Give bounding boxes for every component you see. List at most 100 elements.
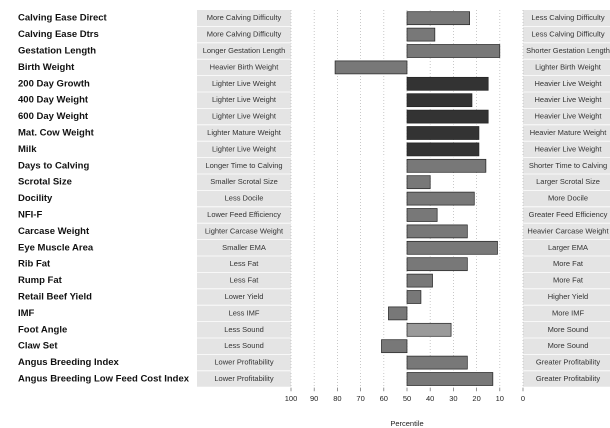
right-descriptor: Larger Scrotal Size: [536, 177, 600, 186]
left-descriptor: Lower Profitability: [214, 358, 273, 367]
right-descriptor: More Fat: [553, 276, 584, 285]
left-descriptor: Lower Profitability: [214, 374, 273, 383]
right-descriptor: More Sound: [548, 325, 589, 334]
trait-name: IMF: [18, 308, 35, 319]
left-descriptor: Less Docile: [225, 194, 264, 203]
left-descriptor: Less Sound: [224, 341, 264, 350]
x-tick-label: 100: [285, 394, 298, 403]
right-descriptor: Shorter Gestation Length: [526, 46, 610, 55]
right-descriptor: Heavier Mature Weight: [530, 128, 607, 137]
left-descriptor: Longer Gestation Length: [203, 46, 286, 55]
bar: [406, 191, 475, 206]
trait-name: Birth Weight: [18, 62, 75, 73]
trait-name: Retail Beef Yield: [18, 292, 92, 303]
x-axis-label: Percentile: [390, 419, 423, 428]
left-descriptor: Lower Yield: [225, 292, 264, 301]
left-descriptor: Lighter Live Weight: [212, 79, 277, 88]
right-descriptor: More IMF: [552, 308, 585, 317]
right-descriptor: More Docile: [548, 194, 588, 203]
trait-name: Carcase Weight: [18, 226, 90, 237]
right-descriptor: Greater Profitability: [536, 374, 600, 383]
x-tick-label: 90: [310, 394, 318, 403]
trait-name: Foot Angle: [18, 324, 67, 335]
right-desc-panel: [523, 10, 610, 388]
left-descriptor: Less Fat: [230, 259, 260, 268]
right-descriptor: Greater Feed Efficiency: [529, 210, 608, 219]
x-tick-label: 10: [496, 394, 504, 403]
left-descriptor: Longer Time to Calving: [205, 161, 282, 170]
bar: [406, 208, 438, 222]
right-descriptor: More Fat: [553, 259, 584, 268]
right-descriptor: Heavier Live Weight: [535, 95, 603, 104]
bar: [406, 224, 468, 239]
right-descriptor: Higher Yield: [548, 292, 588, 301]
x-tick-label: 80: [333, 394, 341, 403]
right-descriptor: Lighter Birth Weight: [535, 62, 602, 71]
trait-name: Days to Calving: [18, 160, 89, 171]
bar: [381, 339, 408, 354]
left-descriptor: Lighter Mature Weight: [207, 128, 282, 137]
trait-name: Mat. Cow Weight: [18, 128, 95, 139]
left-descriptor: Lighter Live Weight: [212, 95, 277, 104]
bar: [406, 372, 494, 386]
right-descriptor: Heavier Carcase Weight: [527, 226, 609, 235]
right-descriptor: Less Calving Difficulty: [531, 13, 604, 22]
bar: [406, 175, 431, 190]
left-descriptor: Smaller Scrotal Size: [210, 177, 278, 186]
left-desc-panel: [197, 10, 291, 388]
left-descriptor: Less Sound: [224, 325, 264, 334]
trait-name: Angus Breeding Index: [18, 357, 120, 368]
bar: [406, 257, 468, 272]
left-descriptor: Less Fat: [230, 276, 260, 285]
x-tick-label: 70: [356, 394, 364, 403]
right-descriptor: Shorter Time to Calving: [529, 161, 607, 170]
bar: [334, 60, 408, 75]
trait-name: 600 Day Weight: [18, 111, 89, 122]
left-descriptor: Lighter Live Weight: [212, 112, 277, 121]
right-descriptor: More Sound: [548, 341, 589, 350]
right-descriptor: Heavier Live Weight: [535, 79, 603, 88]
bar: [406, 240, 498, 255]
left-descriptor: Smaller EMA: [222, 243, 266, 252]
trait-name: Calving Ease Direct: [18, 13, 108, 24]
right-descriptor: Larger EMA: [548, 243, 588, 252]
bar: [406, 322, 452, 337]
x-tick-label: 0: [521, 394, 525, 403]
x-tick-label: 40: [426, 394, 434, 403]
trait-name: NFI-F: [18, 210, 42, 221]
left-descriptor: Less IMF: [229, 308, 260, 317]
trait-name: Docility: [18, 193, 53, 204]
bar: [406, 355, 468, 370]
trait-name: Milk: [18, 144, 37, 155]
bar: [406, 126, 480, 140]
right-descriptor: Greater Profitability: [536, 358, 600, 367]
left-descriptor: More Calving Difficulty: [207, 30, 282, 39]
bar: [406, 11, 470, 26]
left-descriptor: Lighter Live Weight: [212, 144, 277, 153]
bar: [406, 290, 422, 304]
bar: [388, 306, 408, 321]
trait-name: Claw Set: [18, 341, 58, 352]
trait-name: 200 Day Growth: [18, 78, 90, 89]
x-tick-label: 60: [380, 394, 388, 403]
trait-name: Eye Muscle Area: [18, 242, 94, 253]
trait-name: Rump Fat: [18, 275, 63, 286]
trait-name: Calving Ease Dtrs: [18, 29, 99, 40]
bar: [406, 76, 489, 91]
bar: [406, 158, 487, 173]
right-descriptor: Heavier Live Weight: [535, 112, 603, 121]
bar: [406, 44, 501, 58]
right-descriptor: Heavier Live Weight: [535, 144, 603, 153]
trait-name: 400 Day Weight: [18, 95, 89, 106]
left-descriptor: More Calving Difficulty: [207, 13, 282, 22]
bar: [406, 27, 436, 42]
bar: [406, 93, 473, 108]
bar: [406, 142, 480, 157]
left-descriptor: Lower Feed Efficiency: [207, 210, 281, 219]
trait-name: Scrotal Size: [18, 177, 72, 188]
left-descriptor: Lighter Carcase Weight: [205, 226, 284, 235]
bar: [406, 109, 489, 124]
left-descriptor: Heavier Birth Weight: [210, 62, 280, 71]
x-tick-label: 20: [472, 394, 480, 403]
